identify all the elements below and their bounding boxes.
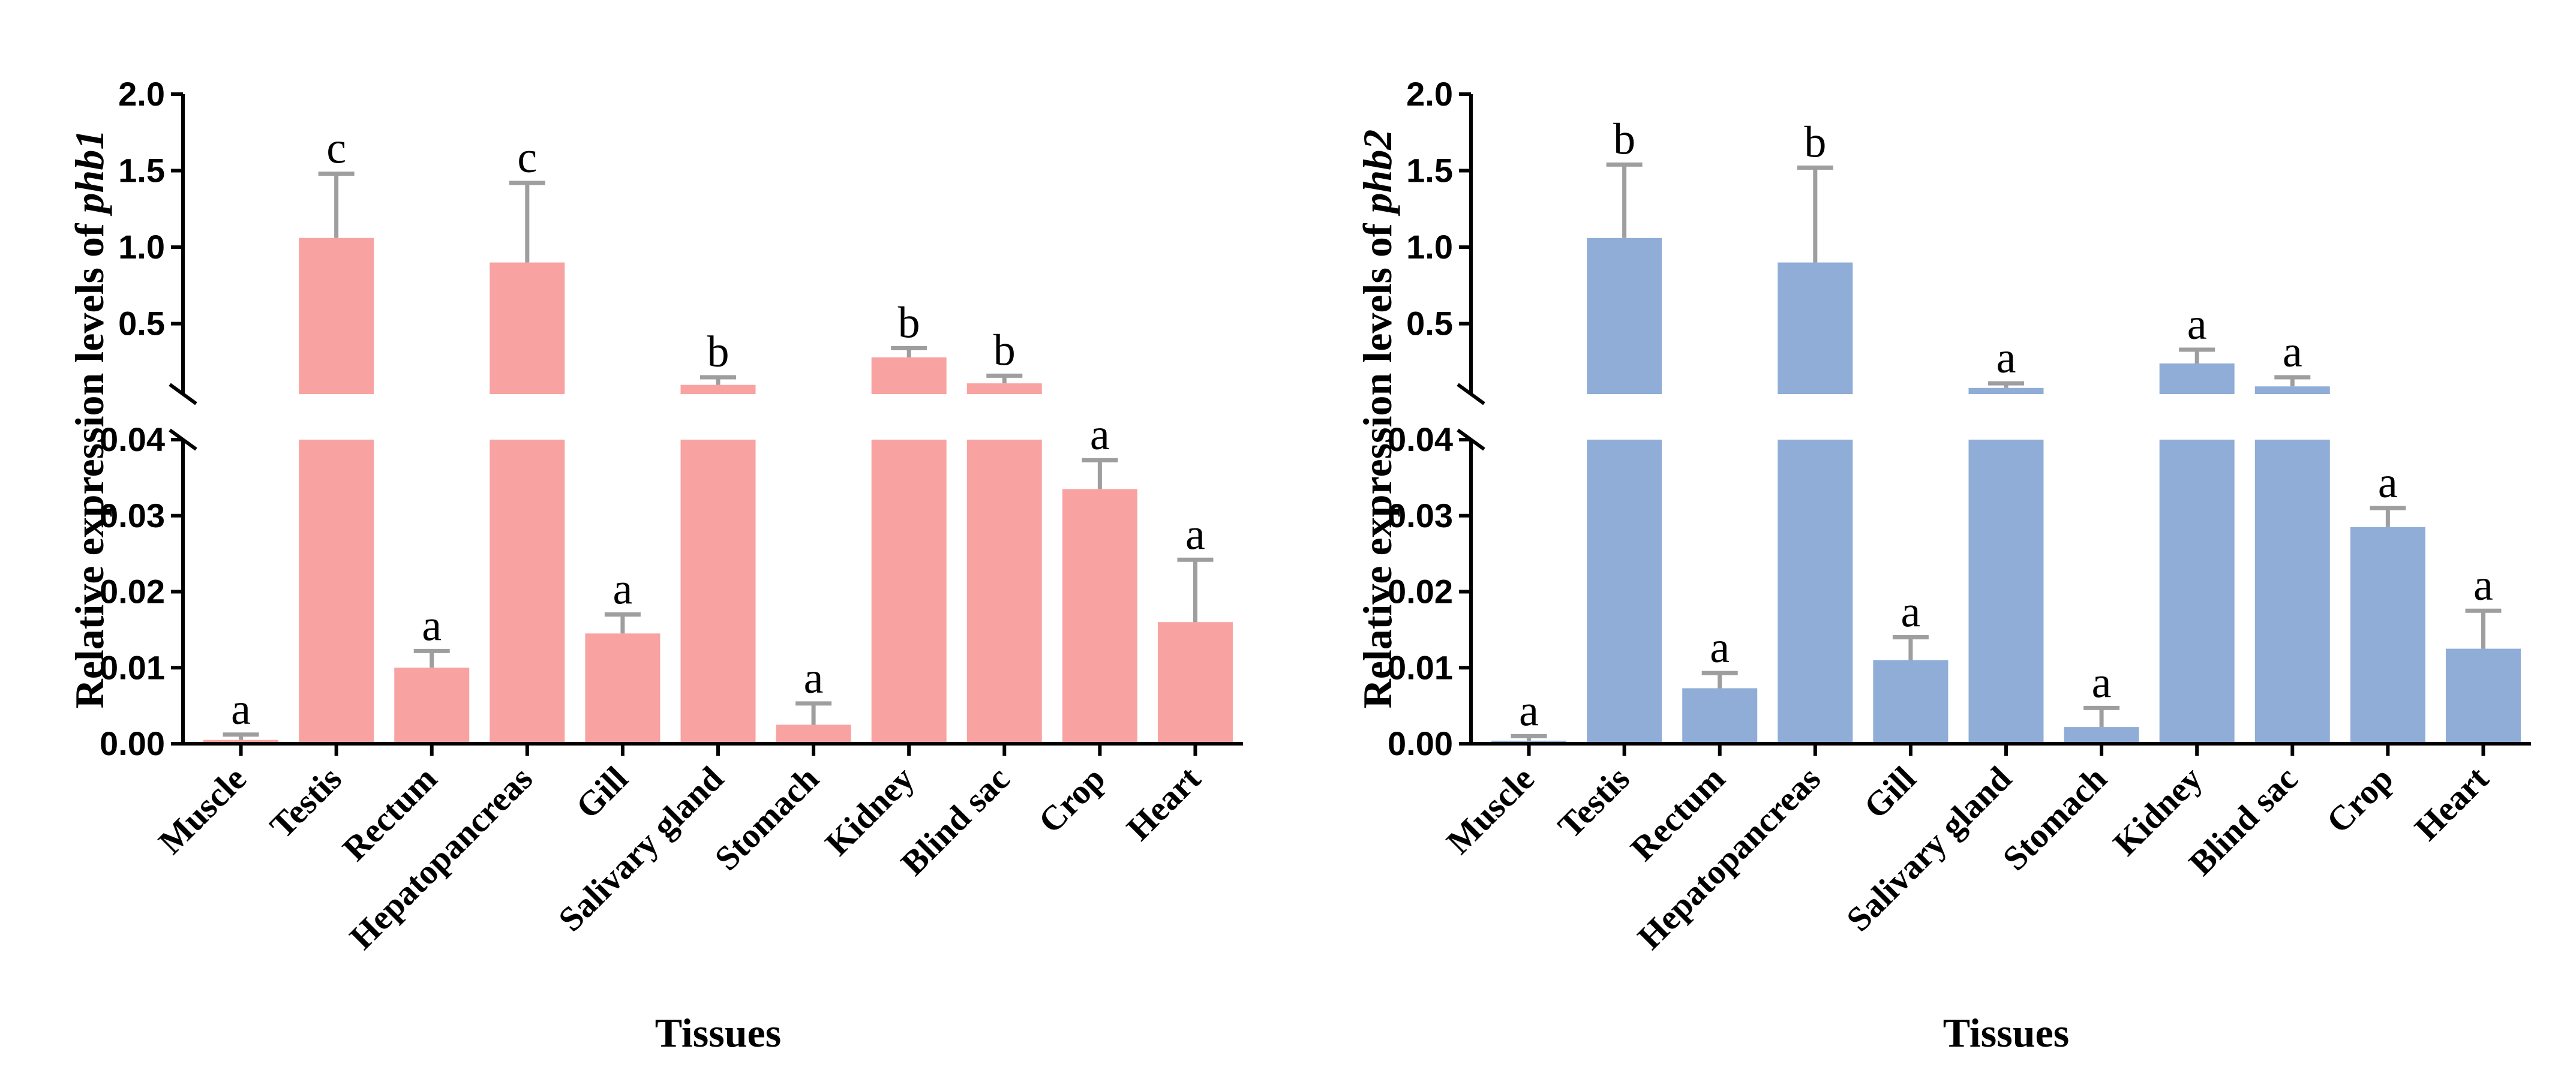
significance-letter-4: a: [613, 565, 632, 614]
bar-2: [1682, 688, 1758, 744]
bar-7-lower: [871, 440, 947, 744]
chart-panel-a: a c a c a b a b b a a 0.00 0.01 0.02 0.03 0.04 0.5 1.0 1.5…: [67, 75, 1243, 1056]
bar-9: [1062, 489, 1137, 744]
bar-7-upper: [871, 357, 947, 394]
x-tick-label-4: Gill: [1856, 759, 1923, 826]
significance-letter-0: a: [231, 685, 251, 734]
bar-8-lower: [966, 440, 1042, 744]
y-tick-label-lower-4: 0.04: [1388, 420, 1453, 458]
y-axis-title-prefix: Relative expression levels of: [67, 213, 112, 708]
bar-5-lower: [680, 440, 756, 744]
y-tick-label-upper-0: 0.5: [1406, 305, 1453, 342]
significance-letter-2: a: [422, 601, 442, 650]
y-tick-label-lower-0: 0.00: [100, 725, 165, 762]
bar-6: [2064, 727, 2139, 744]
significance-letter-0: a: [1519, 686, 1539, 735]
bar-1-lower: [1587, 440, 1662, 744]
x-tick-label-1: Testis: [1550, 759, 1637, 846]
significance-letter-7: b: [898, 298, 920, 347]
axis-break-top: [169, 383, 197, 405]
significance-letter-10: a: [1185, 510, 1205, 559]
x-tick-label-9: Crop: [2319, 759, 2400, 840]
significance-letter-3: c: [517, 133, 537, 182]
significance-letter-8: a: [2283, 327, 2302, 377]
bar-1-upper: [299, 238, 374, 394]
significance-letter-9: a: [1090, 410, 1110, 459]
x-tick-label-0: Muscle: [1439, 759, 1541, 861]
significance-letter-9: a: [2378, 458, 2398, 507]
bar-5-lower: [1968, 440, 2044, 744]
x-tick-label-0: Muscle: [151, 759, 253, 861]
y-tick-label-upper-3: 2.0: [1406, 75, 1453, 113]
significance-letter-2: a: [1710, 623, 1730, 672]
bar-7-lower: [2159, 440, 2235, 744]
y-tick-label-upper-0: 0.5: [118, 305, 165, 342]
x-tick-label-6: Stomach: [707, 759, 827, 878]
x-tick-label-9: Crop: [1031, 759, 1112, 840]
y-tick-label-lower-3: 0.03: [1388, 497, 1453, 534]
bar-7-upper: [2159, 363, 2235, 394]
y-tick-label-lower-1: 0.01: [100, 648, 165, 686]
significance-letter-3: b: [1804, 118, 1826, 167]
y-tick-label-lower-0: 0.00: [1388, 725, 1453, 762]
x-axis-title: Tissues: [655, 1010, 781, 1056]
significance-letter-10: a: [2473, 561, 2493, 610]
y-axis-title: Relative expression levels of phb2: [1355, 130, 1400, 709]
bar-0: [203, 740, 279, 744]
x-tick-label-10: Heart: [1119, 759, 1208, 848]
y-axis-title: Relative expression levels of phb1: [67, 130, 112, 709]
bar-2: [394, 668, 470, 744]
significance-letter-7: a: [2187, 300, 2207, 349]
y-tick-label-upper-1: 1.0: [1406, 228, 1453, 266]
significance-letter-8: b: [993, 326, 1016, 375]
bar-8-lower: [2254, 440, 2330, 744]
bar-6: [776, 725, 851, 744]
significance-letter-1: c: [326, 124, 346, 173]
x-tick-label-6: Stomach: [1995, 759, 2115, 878]
x-tick-label-4: Gill: [568, 759, 635, 826]
y-tick-label-upper-2: 1.5: [1406, 152, 1453, 190]
significance-letter-1: b: [1613, 115, 1635, 164]
bar-10: [2445, 648, 2521, 744]
bar-1-lower: [299, 440, 374, 744]
y-tick-label-lower-2: 0.02: [100, 573, 165, 611]
y-tick-label-lower-3: 0.03: [100, 497, 165, 534]
x-tick-label-5: Salivary gland: [1839, 759, 2019, 939]
chart-panel-b: a b a b a a a a a a a 0.00 0.01 0.02 0.03 0.04 0.5 1.0 1.5…: [1355, 75, 2531, 1056]
significance-letter-5: a: [1996, 333, 2016, 383]
bar-3-upper: [1778, 262, 1853, 394]
x-tick-label-10: Heart: [2407, 759, 2496, 848]
bar-3-lower: [1778, 440, 1853, 744]
x-tick-label-1: Testis: [262, 759, 349, 846]
bar-4: [585, 633, 660, 744]
y-tick-label-upper-3: 2.0: [118, 75, 165, 113]
significance-letter-6: a: [804, 654, 824, 703]
y-axis-title-gene: phb1: [67, 130, 112, 217]
bar-1-upper: [1587, 238, 1662, 394]
bar-9: [2350, 527, 2425, 744]
bar-3-upper: [490, 262, 565, 394]
y-axis-title-gene: phb2: [1355, 130, 1400, 217]
axis-break-top: [1457, 383, 1485, 405]
y-tick-label-upper-1: 1.0: [118, 228, 165, 266]
y-tick-label-lower-4: 0.04: [100, 420, 165, 458]
x-tick-label-5: Salivary gland: [551, 759, 731, 939]
bar-5-upper: [1968, 387, 2044, 394]
significance-letter-5: b: [707, 327, 729, 377]
bar-5-upper: [680, 384, 756, 394]
x-axis-title: Tissues: [1943, 1010, 2069, 1056]
significance-letter-6: a: [2092, 658, 2112, 707]
y-tick-label-lower-1: 0.01: [1388, 648, 1453, 686]
bar-8-upper: [966, 383, 1042, 394]
bar-10: [1157, 622, 1233, 744]
y-tick-label-lower-2: 0.02: [1388, 573, 1453, 611]
bar-8-upper: [2254, 386, 2330, 394]
y-tick-label-upper-2: 1.5: [118, 152, 165, 190]
bar-3-lower: [490, 440, 565, 744]
significance-letter-4: a: [1901, 588, 1920, 637]
y-axis-title-prefix: Relative expression levels of: [1355, 213, 1400, 708]
bar-4: [1873, 660, 1948, 744]
